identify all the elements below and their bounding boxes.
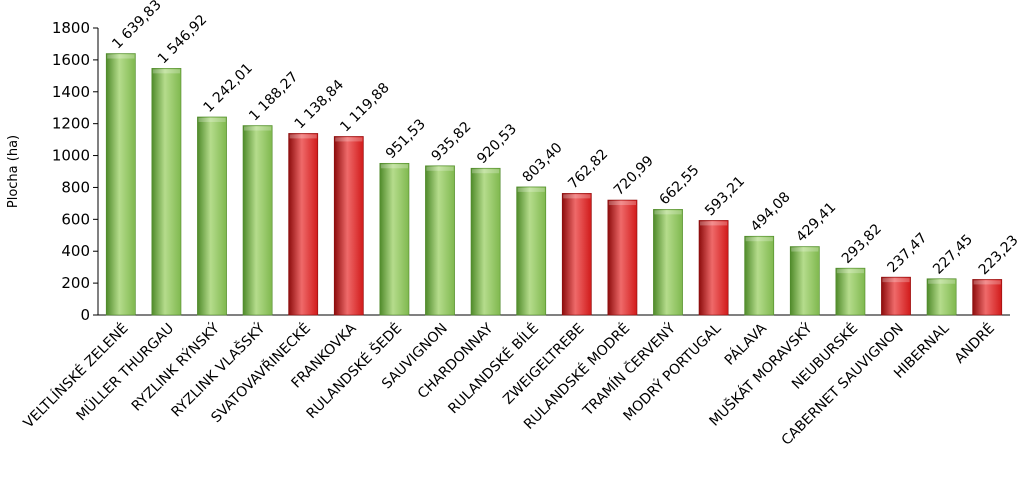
bar-highlight [152,69,180,74]
data-label: 429,41 [793,199,839,245]
bar-highlight [563,194,591,199]
data-label: 951,53 [383,116,429,162]
bar [105,53,136,316]
bar-highlight [472,169,500,174]
data-label: 920,53 [474,121,520,167]
bar [835,267,866,316]
data-label: 762,82 [565,146,611,192]
bar-highlight [973,280,1001,285]
bar-highlight [836,269,864,274]
bar-highlight [517,187,545,192]
bar [926,278,957,316]
bar [242,125,273,316]
bar-highlight [426,166,454,171]
bar-highlight [335,137,363,142]
y-tick-label: 1800 [52,19,90,37]
y-tick-label: 200 [61,274,90,292]
bar-highlight [380,164,408,169]
data-label: 1 188,27 [246,69,301,124]
bar-highlight [928,279,956,284]
bars [105,53,1003,316]
bar-highlight [882,278,910,283]
bar-highlight [107,54,135,59]
data-label: 1 546,92 [155,12,210,67]
category-label: ANDRÉ [951,320,998,367]
bar-highlight [745,237,773,242]
y-tick-label: 600 [61,210,90,228]
data-label: 593,21 [702,173,748,219]
bar-highlight [289,134,317,139]
y-axis-title: Plocha (ha) [6,135,21,208]
data-label: 223,23 [976,232,1022,278]
y-tick-label: 1400 [52,83,90,101]
bar [425,165,455,316]
bar [151,68,182,316]
bar-highlight [700,221,728,226]
data-label: 494,08 [748,189,794,235]
bar [698,220,729,316]
bar-highlight [244,126,272,131]
category-label: RYZLINK RÝNSKÝ [128,319,223,414]
data-label: 1 242,01 [201,60,256,115]
bar [744,235,775,316]
bar [972,279,1003,316]
data-label: 227,45 [930,232,976,278]
bar [333,136,364,316]
data-label: 935,82 [429,119,475,165]
bar [653,209,683,316]
bar [197,116,227,316]
bar [607,199,638,316]
bar [379,162,410,316]
y-tick-label: 1600 [52,51,90,69]
axes: 0 200 400 600 800 1000 1200 1400 1600 1800 Plocha … [6,19,1010,324]
data-label: 803,40 [520,140,566,186]
y-tick-label: 0 [80,306,90,324]
bar [881,276,911,316]
data-label: 1 639,83 [109,0,164,52]
y-tick-label: 1000 [52,147,90,165]
bar-highlight [654,210,682,215]
data-label: 720,99 [611,153,657,199]
data-label: 662,55 [657,162,703,208]
bar-highlight [791,247,819,252]
y-tick-label: 400 [61,242,90,260]
y-tick-label: 1200 [52,115,90,133]
bar-highlight [608,201,636,206]
bar [789,246,820,316]
data-label: 293,82 [839,221,885,267]
category-label: ZWEIGELTREBE [500,321,587,408]
bar [516,186,547,316]
y-tick-label: 800 [61,178,90,196]
bar [561,193,592,316]
bar [288,133,319,316]
bar [470,167,501,316]
data-label: 237,47 [885,230,931,276]
bar-highlight [198,117,226,122]
